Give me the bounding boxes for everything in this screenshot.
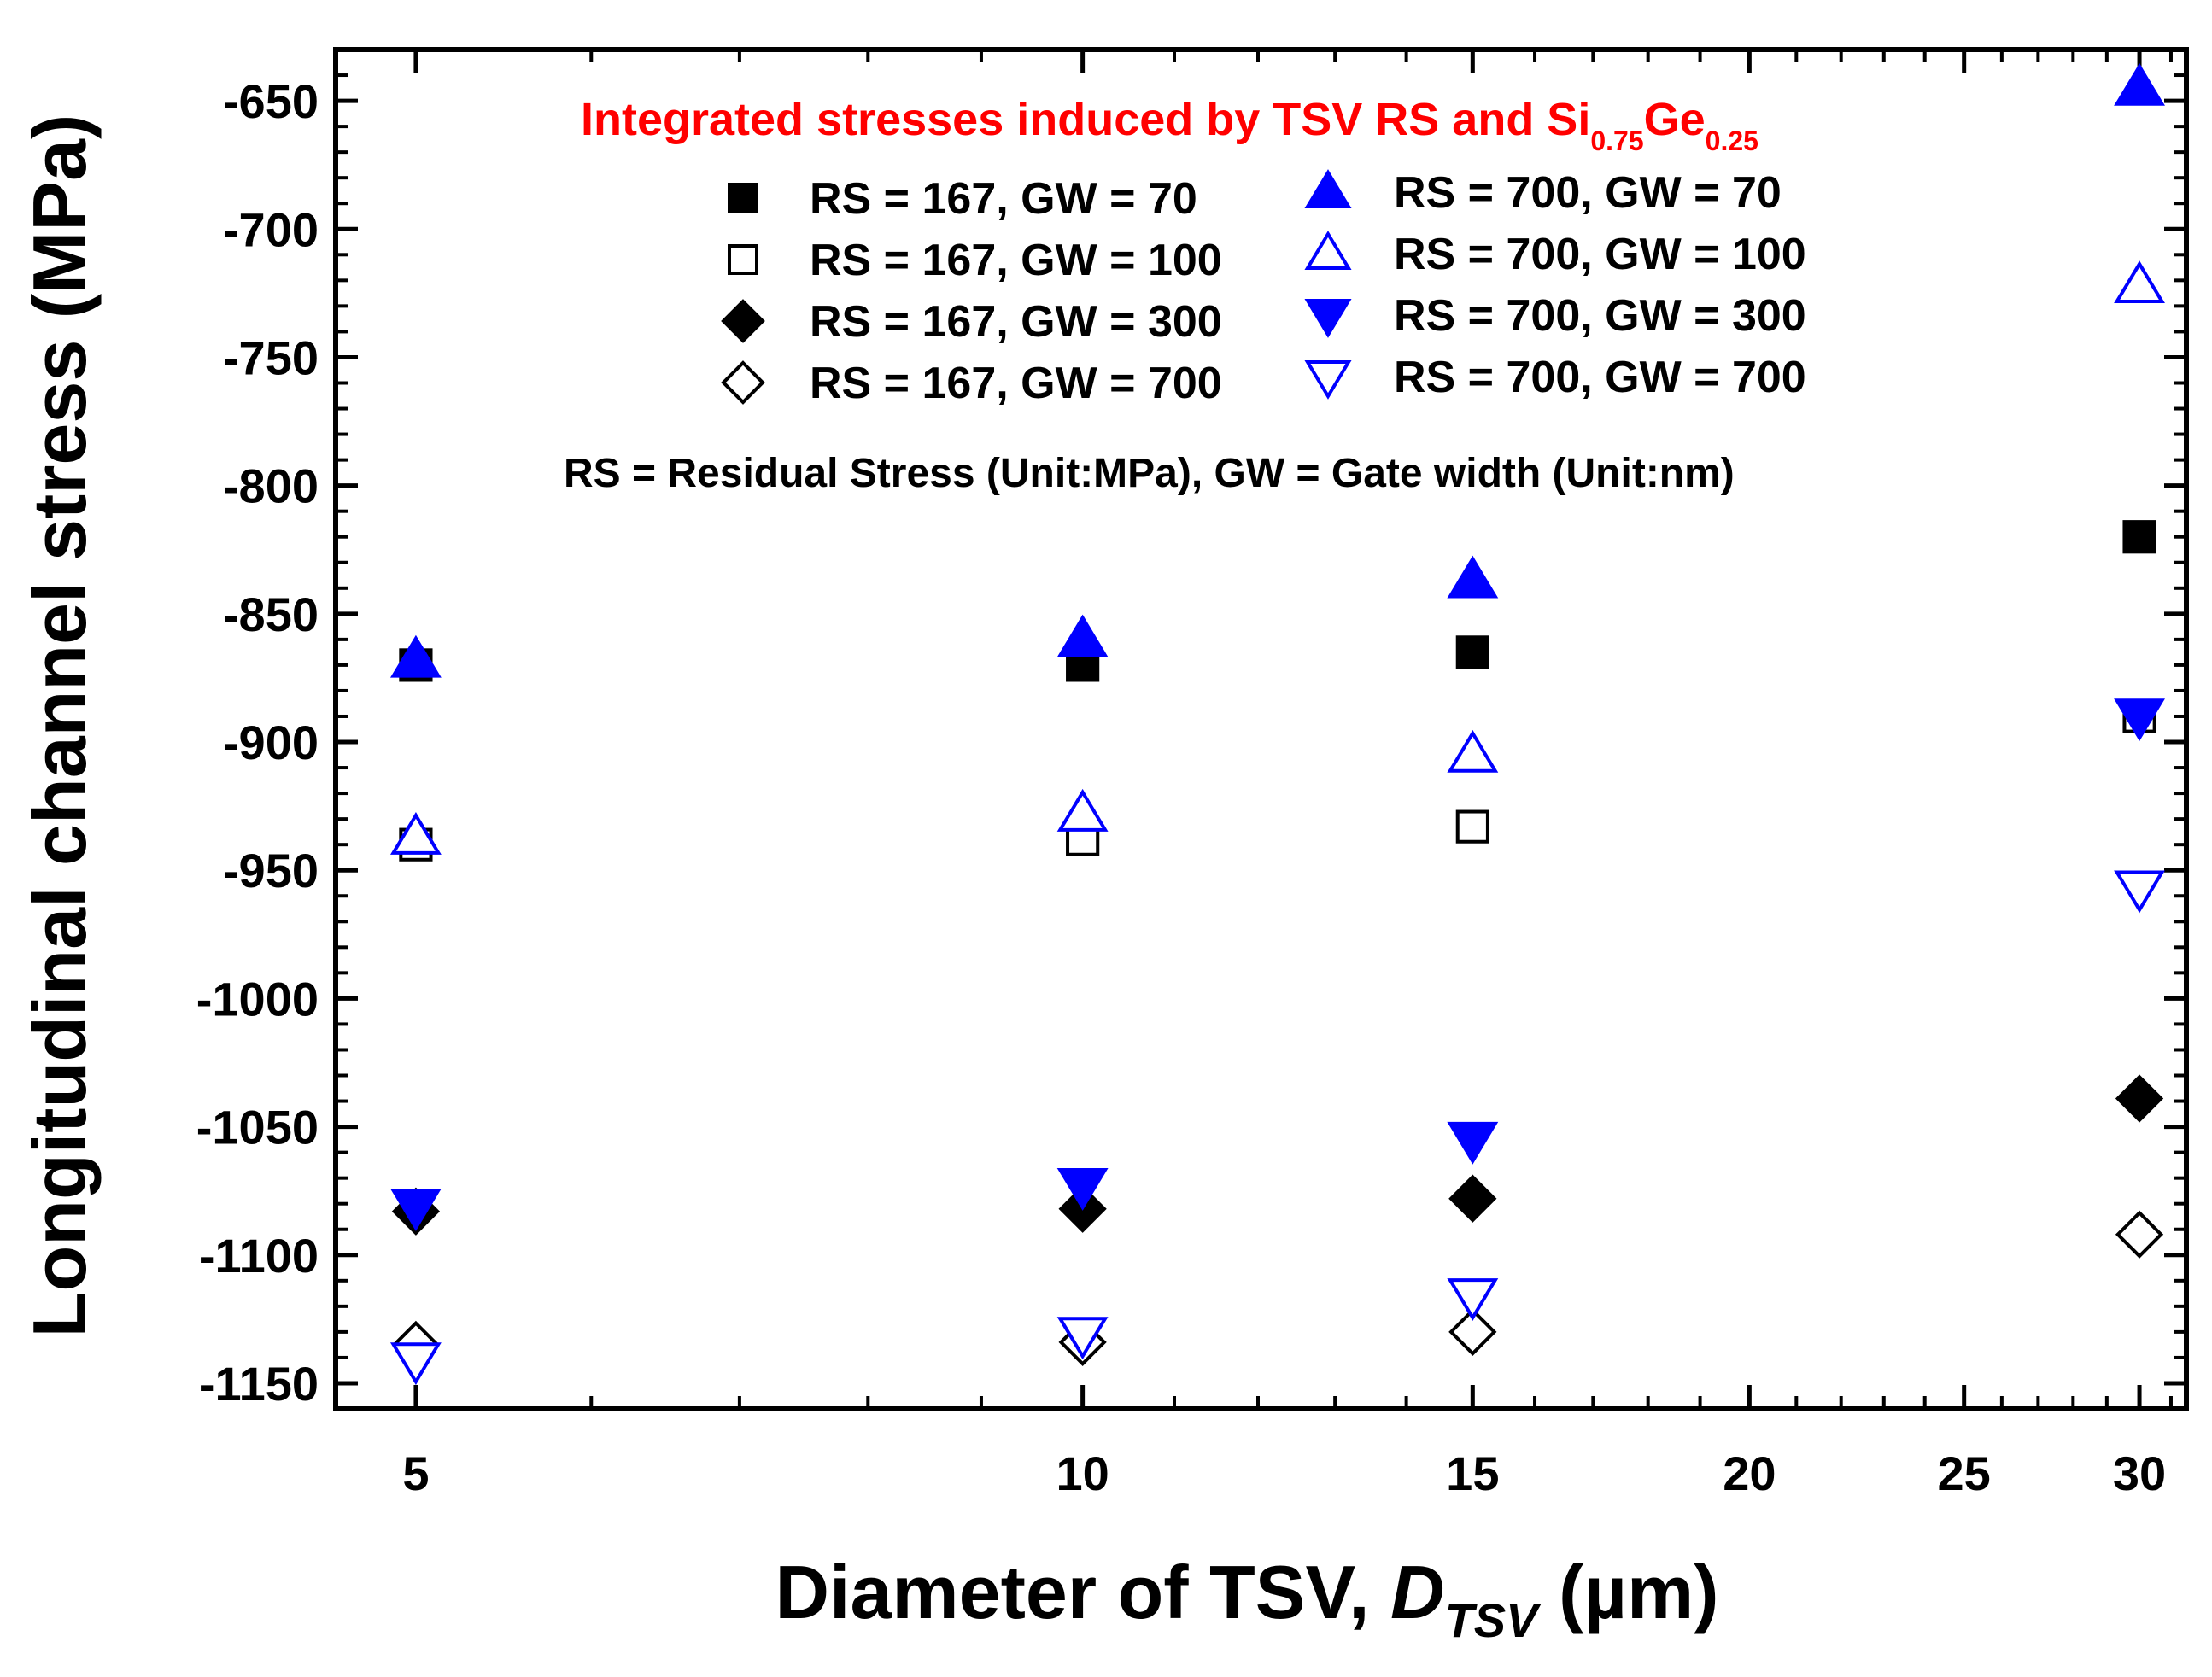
legend-marker-6 [1304, 299, 1352, 338]
data-point-s7-1 [1056, 1317, 1109, 1360]
legend-label-0: RS = 167, GW = 70 [810, 174, 1197, 224]
legend-label-3: RS = 167, GW = 700 [810, 359, 1222, 408]
data-point-s5-2 [1447, 729, 1499, 773]
data-point-s7-3 [2114, 870, 2165, 914]
legend-marker-4 [1304, 169, 1352, 208]
data-point-s6-3 [2114, 698, 2165, 742]
y-tick-label: -800 [223, 459, 319, 513]
data-point-s1-2 [1455, 809, 1489, 844]
legend-label-7: RS = 700, GW = 700 [1394, 353, 1806, 402]
data-point-s4-1 [1056, 614, 1109, 657]
data-point-s0-3 [2122, 520, 2156, 554]
legend-label-1: RS = 167, GW = 100 [810, 236, 1222, 285]
data-point-s4-2 [1447, 555, 1499, 599]
y-tick-label: -1050 [196, 1101, 319, 1154]
data-point-s2-3 [2115, 1074, 2164, 1123]
legend-marker-5 [1304, 231, 1352, 270]
x-axis-label: Diameter of TSV, DTSV (µm) [775, 1550, 1718, 1647]
legend-label-6: RS = 700, GW = 300 [1394, 291, 1806, 341]
y-tick-label: -950 [223, 844, 319, 897]
y-tick-label: -1100 [199, 1229, 319, 1283]
x-axis-label-unit: (µm) [1538, 1550, 1719, 1634]
legend-note: RS = Residual Stress (Unit:MPa), GW = Ga… [564, 451, 1735, 496]
chart-title: Integrated stresses induced by TSV RS an… [581, 94, 1758, 156]
x-axis-label-main: Diameter of TSV, [775, 1550, 1390, 1634]
x-tick-label: 10 [1056, 1446, 1109, 1500]
y-tick-label: -850 [223, 587, 319, 641]
x-tick-label: 25 [1938, 1446, 1991, 1500]
legend-marker-7 [1304, 360, 1352, 400]
y-tick-label: -650 [223, 74, 319, 128]
x-tick-label: 30 [2113, 1446, 2166, 1500]
x-tick-label: 20 [1723, 1446, 1776, 1500]
y-tick-label: -700 [223, 202, 319, 256]
x-tick-label: 15 [1446, 1446, 1499, 1500]
y-tick-label: -1150 [199, 1357, 319, 1411]
legend-label-4: RS = 700, GW = 70 [1394, 168, 1782, 218]
data-point-s0-2 [1455, 635, 1489, 669]
data-point-s5-3 [2114, 260, 2165, 304]
chart-title-sub2: 0.25 [1706, 126, 1758, 156]
x-tick-label: 5 [402, 1446, 429, 1500]
chart-title-main: Integrated stresses induced by TSV RS an… [581, 94, 1590, 145]
y-tick-label: -900 [223, 716, 319, 769]
y-tick-label: -1000 [196, 972, 319, 1025]
data-point-s4-3 [2114, 62, 2165, 106]
x-axis-label-italic: D [1390, 1550, 1445, 1634]
data-point-s3-3 [2115, 1210, 2164, 1259]
legend-label-5: RS = 700, GW = 100 [1394, 230, 1806, 279]
legend-marker-1 [728, 244, 758, 275]
data-point-s7-2 [1447, 1278, 1499, 1322]
data-point-s5-0 [389, 811, 442, 855]
chart-title-sub1: 0.75 [1590, 126, 1643, 156]
chart-title-mid: Ge [1644, 94, 1706, 145]
plot-frame [333, 47, 2189, 1411]
data-point-s6-0 [389, 1189, 442, 1231]
legend-label-2: RS = 167, GW = 300 [810, 297, 1222, 347]
legend-marker-3 [721, 360, 765, 405]
y-tick-label: -750 [223, 330, 319, 384]
data-point-s2-2 [1448, 1174, 1497, 1223]
x-axis-label-sub: TSV [1445, 1593, 1542, 1647]
legend-marker-0 [728, 183, 758, 213]
data-point-s5-1 [1056, 788, 1109, 832]
data-point-s6-1 [1056, 1167, 1109, 1211]
y-axis-label: Longitudinal channel stress (MPa) [17, 114, 102, 1338]
legend-marker-2 [721, 299, 765, 343]
data-point-s3-2 [1448, 1307, 1497, 1357]
data-point-s7-0 [389, 1342, 442, 1386]
data-point-s6-2 [1447, 1121, 1499, 1165]
data-point-s4-0 [389, 634, 442, 678]
